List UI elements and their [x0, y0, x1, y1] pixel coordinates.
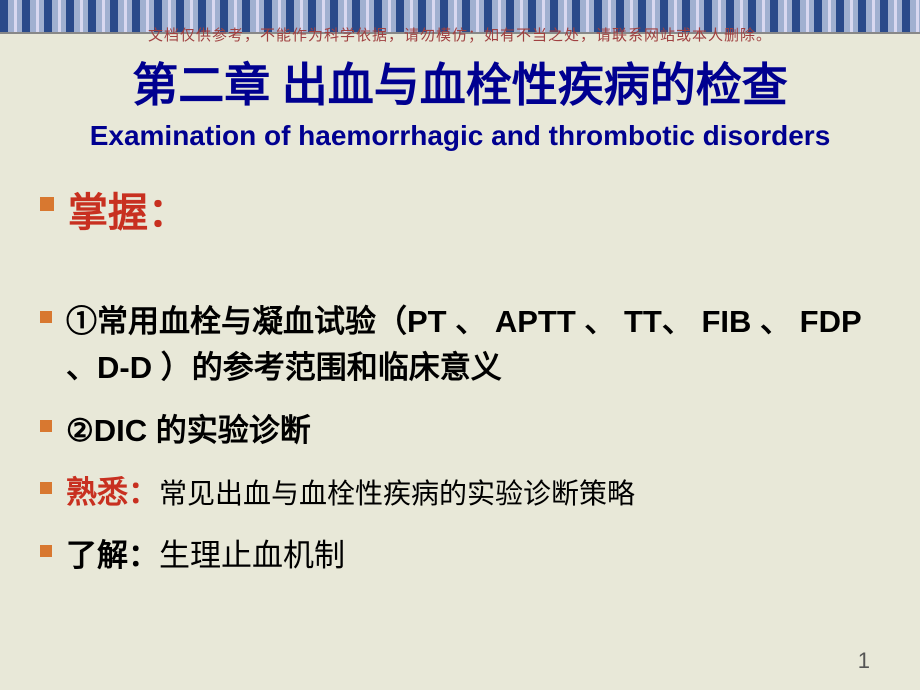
understand-text: 了解：生理止血机制	[66, 533, 345, 580]
bullet-icon	[40, 197, 54, 211]
disclaimer-text: 文档仅供参考，不能作为科学依据，请勿模仿；如有不当之处，请联系网站或本人删除。	[0, 24, 920, 45]
understand-label: 了解：	[66, 538, 159, 573]
title-chinese: 第二章 出血与血栓性疾病的检查	[20, 58, 900, 113]
title-english: Examination of haemorrhagic and thrombot…	[20, 119, 900, 153]
point-2-prefix: ②	[66, 413, 94, 448]
familiar-body: 常见出血与血栓性疾病的实验诊断策略	[159, 479, 635, 510]
familiar-point: 熟悉：常见出血与血栓性疾病的实验诊断策略	[40, 470, 880, 517]
understand-point: 了解：生理止血机制	[40, 533, 880, 580]
master-heading: 掌握：	[40, 183, 880, 243]
content-area: 掌握： ①常用血栓与凝血试验（PT 、 APTT 、 TT、 FIB 、 FDP…	[0, 153, 920, 580]
title-block: 第二章 出血与血栓性疾病的检查 Examination of haemorrha…	[0, 58, 920, 153]
bullet-icon	[40, 482, 52, 494]
bullet-icon	[40, 545, 52, 557]
point-1-prefix: ①常用血栓与凝血试验（	[66, 304, 407, 339]
page-number: 1	[858, 648, 870, 674]
point-2-latin: DIC	[94, 413, 156, 448]
master-label: 掌握：	[68, 183, 188, 243]
familiar-label: 熟悉：	[66, 475, 159, 510]
point-1-text: ①常用血栓与凝血试验（PT 、 APTT 、 TT、 FIB 、 FDP 、D-…	[66, 299, 880, 392]
bullet-icon	[40, 311, 52, 323]
point-2: ②DIC 的实验诊断	[40, 408, 880, 455]
point-2-suffix: 的实验诊断	[156, 413, 311, 448]
understand-body: 生理止血机制	[159, 538, 345, 573]
point-1: ①常用血栓与凝血试验（PT 、 APTT 、 TT、 FIB 、 FDP 、D-…	[40, 299, 880, 392]
point-1-suffix: ）的参考范围和临床意义	[161, 350, 502, 385]
familiar-text: 熟悉：常见出血与血栓性疾病的实验诊断策略	[66, 470, 635, 517]
bullet-icon	[40, 420, 52, 432]
point-2-text: ②DIC 的实验诊断	[66, 408, 311, 455]
